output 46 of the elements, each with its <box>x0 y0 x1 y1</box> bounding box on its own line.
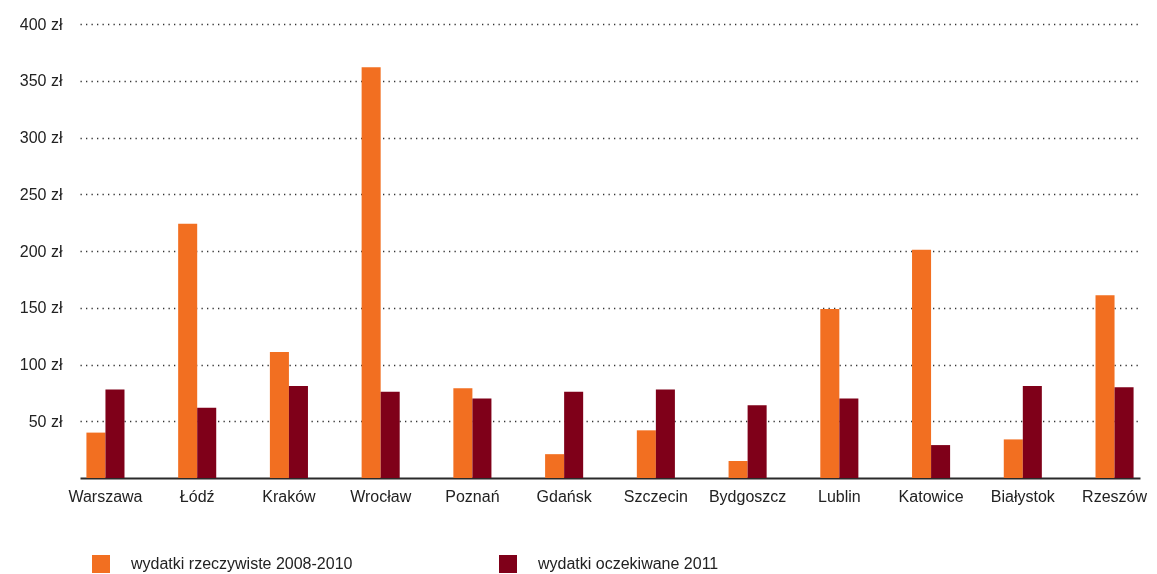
y-tick-label: 350 zł <box>19 72 63 90</box>
x-tick-label: Szczecin <box>623 487 688 505</box>
bar <box>564 391 584 478</box>
y-tick-label: 50 zł <box>28 412 63 430</box>
y-tick-label: 150 zł <box>19 299 63 317</box>
bar <box>178 223 198 478</box>
legend-label: wydatki rzeczywiste 2008-2010 <box>130 555 353 572</box>
bar <box>197 407 217 478</box>
bar <box>655 389 675 478</box>
x-tick-label: Lublin <box>817 487 861 505</box>
bar <box>839 398 859 478</box>
bar <box>288 386 308 478</box>
x-tick-label: Gdańsk <box>536 487 593 505</box>
bar <box>472 398 492 478</box>
bar <box>747 405 767 478</box>
bar <box>105 389 125 478</box>
bar <box>269 352 289 478</box>
y-tick-label: 250 zł <box>19 185 63 203</box>
x-tick-label: Rzeszów <box>1082 487 1148 505</box>
x-tick-label: Łódź <box>179 487 215 505</box>
bar <box>380 391 400 478</box>
y-tick-label: 400 zł <box>19 15 63 33</box>
bar <box>636 430 656 478</box>
x-tick-label: Wrocław <box>350 487 412 505</box>
bar <box>86 432 106 478</box>
x-tick-label: Bydgoszcz <box>708 487 787 505</box>
bar <box>361 67 381 478</box>
bar <box>1022 386 1042 478</box>
bar <box>912 249 932 478</box>
x-tick-label: Poznań <box>445 487 500 505</box>
bar <box>1003 439 1023 478</box>
bar <box>1095 295 1115 478</box>
bar <box>545 454 565 478</box>
bar <box>820 308 840 478</box>
x-tick-label: Warszawa <box>68 487 143 505</box>
x-tick-label: Katowice <box>898 487 964 505</box>
bar <box>728 460 748 478</box>
x-tick-label: Białystok <box>990 487 1056 505</box>
y-tick-label: 200 zł <box>19 242 63 260</box>
bar <box>1114 387 1134 478</box>
y-tick-label: 100 zł <box>19 356 63 373</box>
y-tick-label: 300 zł <box>19 129 63 146</box>
legend-label: wydatki oczekiwane 2011 <box>537 555 719 572</box>
x-tick-label: Kraków <box>262 487 317 505</box>
bar <box>931 445 951 478</box>
bar <box>453 388 473 478</box>
